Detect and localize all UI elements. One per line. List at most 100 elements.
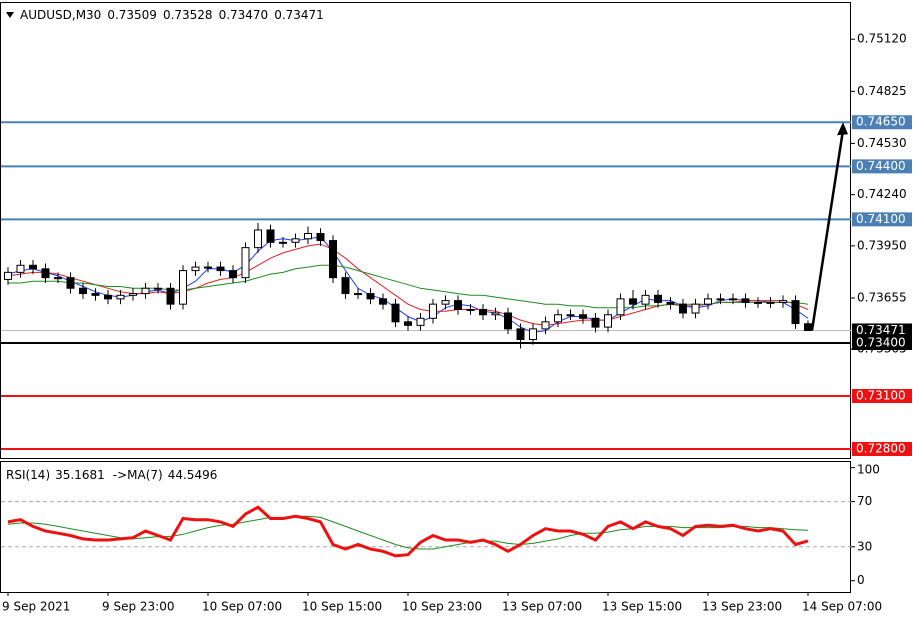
candle-body [204, 266, 212, 269]
rsi-ma-line [7, 515, 809, 550]
y-tick-label: 0.75120 [857, 32, 907, 46]
moving-average [8, 264, 809, 309]
x-tick-label: 9 Sep 23:00 [102, 600, 174, 614]
levels [1, 121, 851, 450]
candle-body [66, 277, 75, 289]
y-tick-label: 0.74825 [857, 84, 907, 98]
arrow-head [837, 122, 848, 136]
candle-body [229, 270, 237, 279]
arrow-shaft [810, 130, 845, 331]
candle-body [341, 277, 350, 295]
candle-body [166, 287, 175, 305]
candle-body [479, 308, 487, 316]
candle-body [591, 317, 600, 328]
candle-body [254, 229, 262, 249]
rsi-y-tick-label: 30 [857, 539, 872, 553]
candle-body [429, 303, 437, 319]
candle-body [329, 240, 337, 279]
candle-body [604, 314, 612, 328]
candle-body [141, 287, 150, 295]
price-label: 0.74100 [856, 212, 906, 226]
candle-body [304, 233, 312, 240]
x-tick-label: 10 Sep 15:00 [302, 600, 382, 614]
candle-body [379, 298, 387, 305]
candle-body [116, 294, 125, 300]
price-label-box [852, 159, 912, 174]
rsi-value: 35.1681 [55, 468, 105, 482]
price-label-box [852, 115, 912, 130]
price-label-box [852, 389, 912, 404]
candle-body [666, 301, 675, 305]
candle-body [654, 294, 662, 303]
candle-body [29, 264, 37, 270]
header-price: 0.73471 [274, 8, 324, 22]
candle-body [391, 303, 400, 323]
candle-body [704, 298, 712, 305]
rsi-line [7, 505, 809, 558]
candle-body [441, 300, 450, 305]
x-tick-label: 9 Sep 2021 [2, 600, 70, 614]
price-label-box [852, 336, 912, 351]
candle-body [541, 321, 550, 330]
y-tick-label: 0.73655 [857, 290, 907, 304]
candle-body [41, 268, 50, 279]
candle-body [754, 301, 762, 304]
x-tick-label: 13 Sep 23:00 [702, 600, 782, 614]
candle-body [629, 298, 637, 305]
header-price: 0.73470 [219, 8, 269, 22]
candle-body [279, 241, 287, 244]
candle-body [566, 314, 575, 317]
main-panel-frame [0, 2, 851, 459]
moving-average [7, 243, 809, 326]
rsi-ma-name: ->MA(7) [113, 468, 163, 482]
candle-body [54, 277, 62, 280]
price-label: 0.73400 [856, 336, 906, 350]
candle-body [616, 298, 625, 316]
candle-body [641, 294, 650, 305]
rsi-ma-value: 44.5496 [168, 468, 218, 482]
candle-body [679, 303, 687, 314]
price-label-box [852, 212, 912, 227]
rsi-y-tick-label: 100 [857, 463, 880, 477]
candle-body [416, 317, 425, 326]
x-tick-label: 13 Sep 15:00 [602, 600, 682, 614]
price-label: 0.72800 [856, 441, 906, 455]
x-tick-label: 13 Sep 07:00 [502, 600, 582, 614]
candle-body [291, 238, 300, 243]
symbol: AUDUSD,M30 [20, 8, 101, 22]
candle-body [454, 300, 462, 310]
rsi-name: RSI(14) [6, 468, 50, 482]
price-label-box [852, 441, 912, 456]
candle-body [554, 314, 562, 323]
candle-body [241, 247, 250, 279]
candle-body [79, 287, 87, 295]
candle-body [791, 300, 800, 325]
candle-body [766, 301, 775, 304]
y-tick-label: 0.74530 [857, 136, 907, 150]
y-tick-label: 0.74240 [857, 187, 907, 201]
candle-body [466, 308, 475, 311]
header: AUDUSD,M30 0.73509 0.73528 0.73470 0.73471 [20, 8, 324, 22]
x-tick-label: 10 Sep 23:00 [402, 600, 482, 614]
price-label-box [852, 323, 912, 338]
candle-body [216, 266, 225, 272]
candle-body [741, 298, 750, 303]
moving-average [7, 236, 809, 333]
y-tick-label: 0.73950 [857, 238, 907, 252]
candle-body [179, 270, 187, 305]
candle-body [154, 287, 162, 290]
candle-body [491, 312, 500, 316]
price-label: 0.73100 [856, 389, 906, 403]
rsi-y-tick-label: 0 [857, 573, 865, 587]
candle-body [354, 293, 362, 296]
rsi-panel-frame [0, 461, 851, 593]
candle-body [366, 293, 375, 300]
candle-body [516, 328, 525, 340]
candle-body [129, 293, 137, 296]
candle-body [104, 294, 112, 300]
candle-body [804, 323, 812, 331]
price-label: 0.73471 [856, 323, 906, 337]
